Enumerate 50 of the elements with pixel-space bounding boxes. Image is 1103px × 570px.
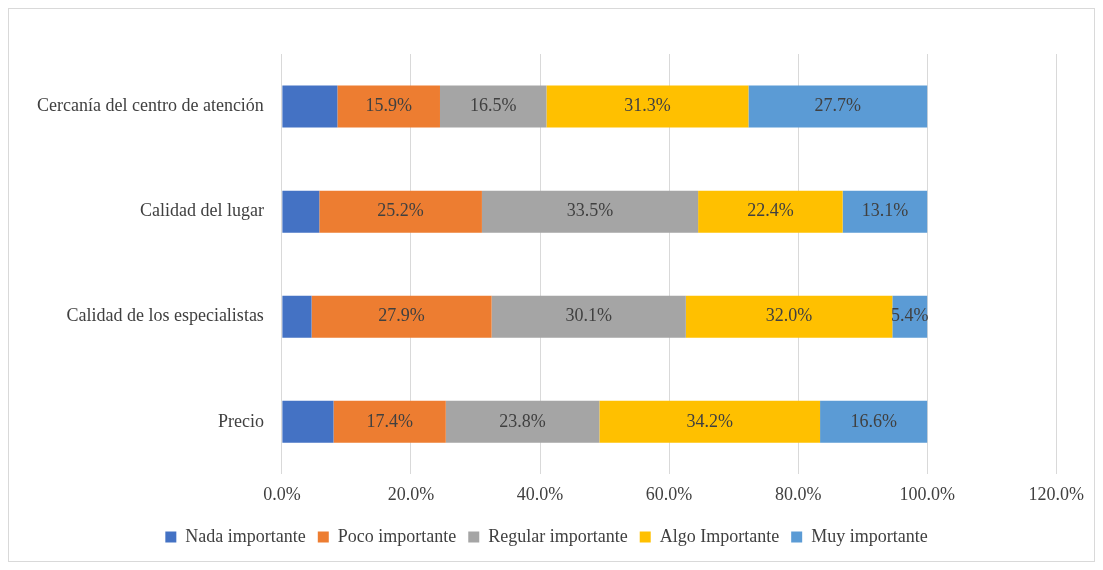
bar bbox=[599, 400, 821, 443]
data-label: 31.3% bbox=[624, 95, 671, 116]
bar bbox=[685, 295, 893, 338]
data-label: 27.7% bbox=[814, 95, 862, 116]
bar bbox=[311, 295, 492, 338]
data-label: 13.1% bbox=[861, 200, 909, 221]
bar bbox=[481, 190, 699, 233]
x-tick-label: 60.0% bbox=[645, 483, 693, 504]
bar bbox=[491, 295, 686, 338]
bar bbox=[282, 400, 334, 443]
legend-label: Poco importante bbox=[337, 525, 457, 546]
x-tick-label: 120.0% bbox=[1028, 483, 1084, 504]
y-tick-label: Calidad del lugar bbox=[139, 200, 264, 221]
y-tick-label: Precio bbox=[217, 410, 264, 431]
bar bbox=[439, 85, 547, 128]
data-label: 33.5% bbox=[566, 200, 614, 221]
y-tick-label: Calidad de los especialistas bbox=[66, 305, 264, 326]
x-tick-label: 0.0% bbox=[263, 483, 301, 504]
data-label: 30.1% bbox=[565, 305, 612, 326]
data-label: 15.9% bbox=[365, 95, 412, 116]
data-label: 32.0% bbox=[765, 305, 813, 326]
data-label: 16.5% bbox=[469, 95, 517, 116]
data-label: 23.8% bbox=[499, 410, 546, 431]
data-label: 16.6% bbox=[850, 410, 897, 431]
legend-label: Nada importante bbox=[185, 525, 306, 546]
legend-label: Muy importante bbox=[811, 525, 928, 546]
data-label: 25.2% bbox=[377, 200, 424, 221]
data-label: 27.9% bbox=[378, 305, 425, 326]
bar bbox=[282, 295, 312, 338]
bar bbox=[333, 400, 446, 443]
bar bbox=[282, 190, 320, 233]
bar bbox=[445, 400, 600, 443]
bar bbox=[748, 85, 928, 128]
bar bbox=[282, 85, 338, 128]
bar bbox=[319, 190, 482, 233]
x-tick-label: 40.0% bbox=[516, 483, 564, 504]
data-label: 17.4% bbox=[366, 410, 413, 431]
bar bbox=[820, 400, 928, 443]
bar bbox=[698, 190, 843, 233]
bar bbox=[546, 85, 749, 128]
bar bbox=[337, 85, 440, 128]
data-label: 22.4% bbox=[747, 200, 794, 221]
data-label: 34.2% bbox=[686, 410, 733, 431]
legend-label: Algo Importante bbox=[659, 525, 780, 546]
x-tick-label: 100.0% bbox=[899, 483, 955, 504]
x-tick-label: 80.0% bbox=[774, 483, 822, 504]
x-tick-label: 20.0% bbox=[387, 483, 435, 504]
y-tick-label: Cercanía del centro de atención bbox=[36, 95, 264, 116]
legend-label: Regular importante bbox=[488, 525, 628, 546]
bar bbox=[842, 190, 928, 233]
